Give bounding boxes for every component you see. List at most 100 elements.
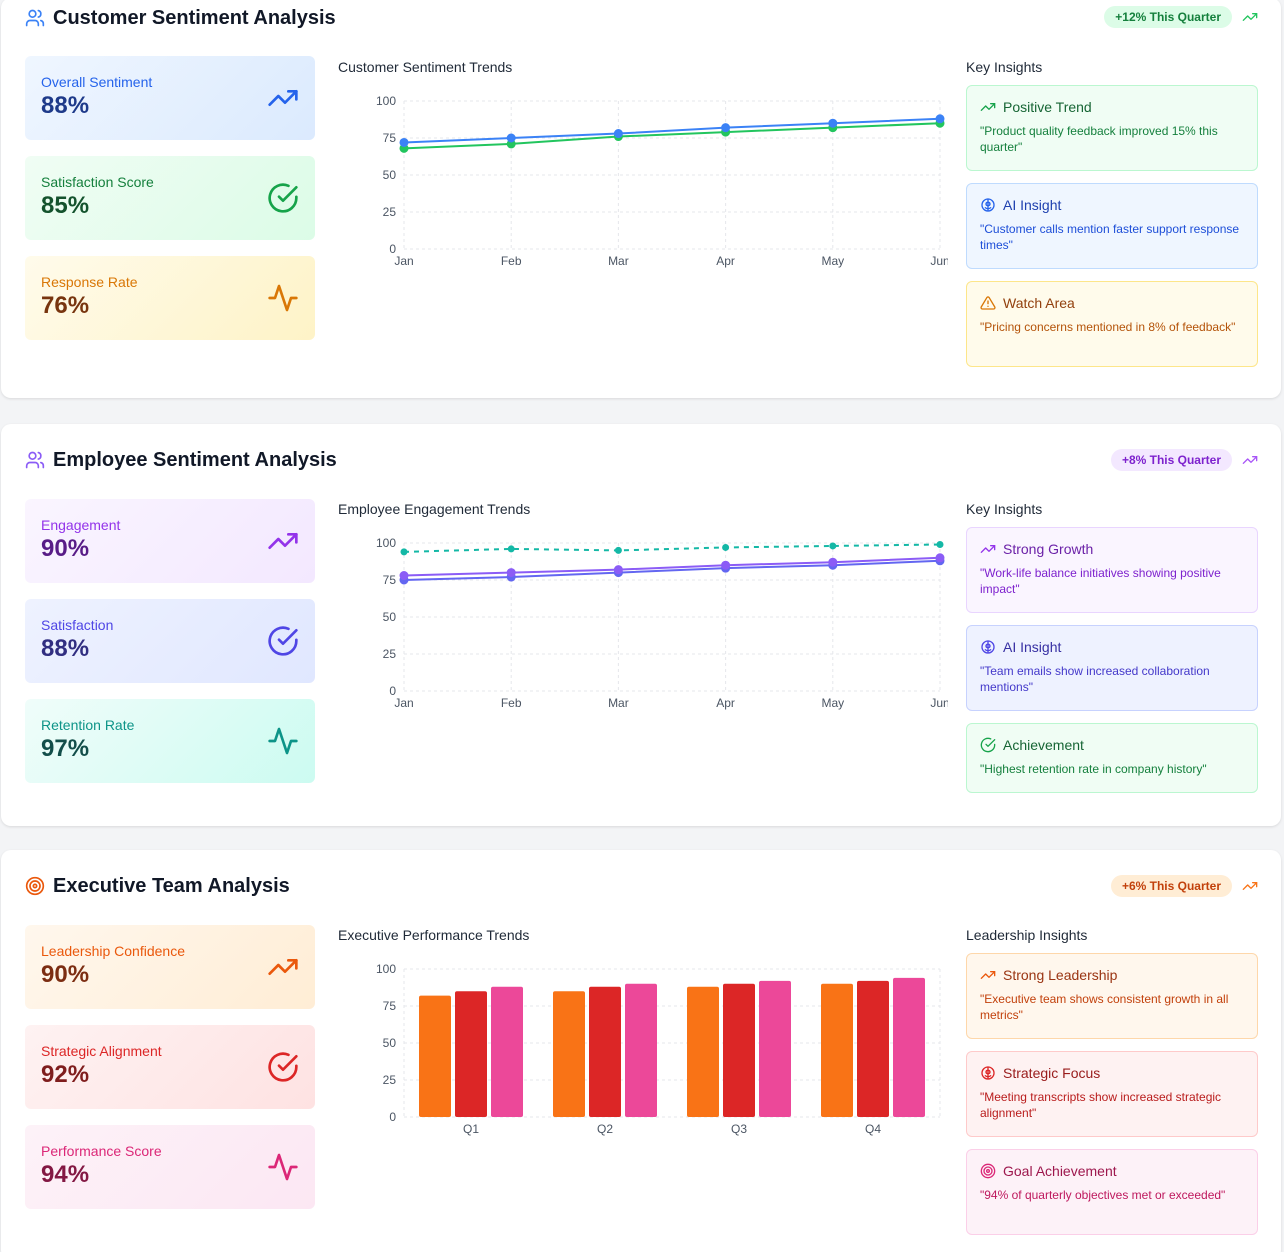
bar — [491, 986, 523, 1117]
insight-ai[interactable]: AI Insight "Team emails show increased c… — [966, 625, 1258, 711]
brain-icon — [981, 1066, 995, 1080]
check-circle-icon — [268, 183, 298, 213]
alert-triangle-icon — [980, 296, 996, 310]
metric-card-performance-score[interactable]: Performance Score 94% — [25, 1125, 315, 1209]
metric-label: Retention Rate — [41, 717, 135, 733]
metric-card-retention-rate[interactable]: Retention Rate 97% — [25, 699, 315, 783]
x-tick-label: Q2 — [597, 1122, 613, 1136]
trending-up-icon — [980, 545, 996, 553]
status-badge: +8% This Quarter — [1110, 449, 1232, 471]
metric-card-overall-sentiment[interactable]: Overall Sentiment 88% — [25, 56, 315, 140]
x-tick-label: Mar — [608, 696, 629, 710]
y-tick-label: 100 — [376, 962, 396, 976]
page-title: Employee Sentiment Analysis — [53, 448, 337, 471]
metric-label: Overall Sentiment — [41, 74, 153, 90]
bar — [759, 980, 791, 1117]
metric-label: Strategic Alignment — [41, 1043, 162, 1059]
x-tick-label: May — [821, 696, 844, 710]
metric-card-response-rate[interactable]: Response Rate 76% — [25, 256, 315, 340]
metric-card-satisfaction-score[interactable]: Satisfaction Score 85% — [25, 156, 315, 240]
insight-header: Achievement — [980, 737, 1245, 753]
insight-title: AI Insight — [1003, 197, 1062, 213]
employee-engagement-chart: 0 25 50 75 100 Jan Feb Mar Apr May Jun — [376, 536, 948, 710]
brain-icon — [981, 640, 995, 654]
employee-chart: Employee Engagement Trends 0 25 50 75 100 Jan… — [338, 501, 948, 721]
bar — [857, 980, 889, 1117]
metric-value: 90% — [41, 535, 90, 562]
executive-metrics: Leadership Confidence 90% Strategic Alig… — [25, 925, 315, 1225]
employee-metrics: Engagement 90% Satisfaction 88% Retentio… — [25, 499, 315, 799]
status-badge: +6% This Quarter — [1110, 875, 1232, 897]
y-tick-label: 25 — [383, 205, 397, 219]
users-icon — [25, 451, 45, 469]
x-tick-label: Q3 — [731, 1122, 747, 1136]
data-point — [613, 565, 623, 575]
quarter-badge: +6% This Quarter — [1110, 875, 1258, 897]
insight-strong-leadership[interactable]: Strong Leadership "Executive team shows … — [966, 953, 1258, 1039]
bar — [589, 986, 621, 1117]
executive-header: Executive Team Analysis — [25, 874, 290, 898]
insight-strategic-focus[interactable]: Strategic Focus "Meeting transcripts sho… — [966, 1051, 1258, 1137]
target-icon — [25, 876, 45, 896]
chart-title: Executive Performance Trends — [338, 927, 530, 943]
metric-card-leadership-confidence[interactable]: Leadership Confidence 90% — [25, 925, 315, 1009]
x-tick-label: Feb — [501, 254, 522, 268]
y-tick-label: 50 — [383, 1036, 397, 1050]
x-tick-label: Jan — [394, 254, 413, 268]
data-point — [613, 129, 623, 139]
page-title: Customer Sentiment Analysis — [53, 6, 336, 29]
y-tick-label: 75 — [383, 573, 397, 587]
metric-card-strategic-alignment[interactable]: Strategic Alignment 92% — [25, 1025, 315, 1109]
metric-card-engagement[interactable]: Engagement 90% — [25, 499, 315, 583]
insights-title: Key Insights — [966, 501, 1043, 517]
insight-header: Strategic Focus — [980, 1065, 1245, 1081]
insight-text: "Product quality feedback improved 15% t… — [980, 124, 1218, 154]
insights-title: Key Insights — [966, 59, 1043, 75]
executive-section: Executive Team Analysis +6% This Quarter… — [1, 850, 1281, 1252]
insight-achievement[interactable]: Achievement "Highest retention rate in c… — [966, 723, 1258, 793]
insight-title: AI Insight — [1003, 639, 1062, 655]
y-tick-label: 25 — [383, 1073, 397, 1087]
x-tick-label: Apr — [716, 696, 735, 710]
data-point — [399, 137, 409, 147]
x-tick-label: Mar — [608, 254, 629, 268]
insight-ai[interactable]: AI Insight "Customer calls mention faste… — [966, 183, 1258, 269]
employee-section: Employee Sentiment Analysis +8% This Qua… — [1, 424, 1281, 826]
data-point — [828, 118, 838, 128]
y-tick-label: 0 — [389, 1110, 396, 1124]
chart-title: Customer Sentiment Trends — [338, 59, 513, 75]
data-point — [722, 543, 730, 551]
customer-insights: Key Insights Positive Trend "Product qua… — [966, 59, 1258, 379]
check-circle-icon — [268, 1052, 298, 1082]
insight-text: "Meeting transcripts show increased stra… — [980, 1090, 1222, 1120]
insight-goal-achievement[interactable]: Goal Achievement "94% of quarterly objec… — [966, 1149, 1258, 1235]
y-tick-label: 25 — [383, 647, 397, 661]
chart-title: Employee Engagement Trends — [338, 501, 531, 517]
insight-title: Strong Growth — [1003, 541, 1094, 557]
executive-insights: Leadership Insights Strong Leadership "E… — [966, 927, 1258, 1247]
insights-title: Leadership Insights — [966, 927, 1088, 943]
insight-text: "Customer calls mention faster support r… — [980, 222, 1240, 252]
activity-icon — [268, 284, 298, 312]
y-tick-label: 100 — [376, 536, 396, 550]
insight-header: Strong Growth — [980, 541, 1245, 557]
bar — [723, 983, 755, 1117]
check-circle-icon — [980, 737, 996, 753]
insight-header: Strong Leadership — [980, 967, 1245, 983]
series-line — [403, 559, 941, 581]
insight-header: Positive Trend — [980, 99, 1245, 115]
customer-metrics: Overall Sentiment 88% Satisfaction Score… — [25, 56, 315, 356]
metric-value: 94% — [41, 1161, 90, 1188]
metric-card-satisfaction[interactable]: Satisfaction 88% — [25, 599, 315, 683]
insight-positive-trend[interactable]: Positive Trend "Product quality feedback… — [966, 85, 1258, 171]
insight-watch-area[interactable]: Watch Area "Pricing concerns mentioned i… — [966, 281, 1258, 367]
quarter-badge: +8% This Quarter — [1110, 449, 1258, 471]
insight-strong-growth[interactable]: Strong Growth "Work-life balance initiat… — [966, 527, 1258, 613]
insight-title: Strategic Focus — [1003, 1065, 1101, 1081]
data-point — [614, 546, 622, 554]
trending-up-icon — [1242, 13, 1258, 21]
executive-performance-chart: 0 25 50 75 100 Q1 Q2 Q3 Q4 — [376, 962, 941, 1136]
x-tick-label: Jan — [394, 696, 413, 710]
data-point — [399, 571, 409, 581]
metric-label: Satisfaction Score — [41, 174, 154, 190]
